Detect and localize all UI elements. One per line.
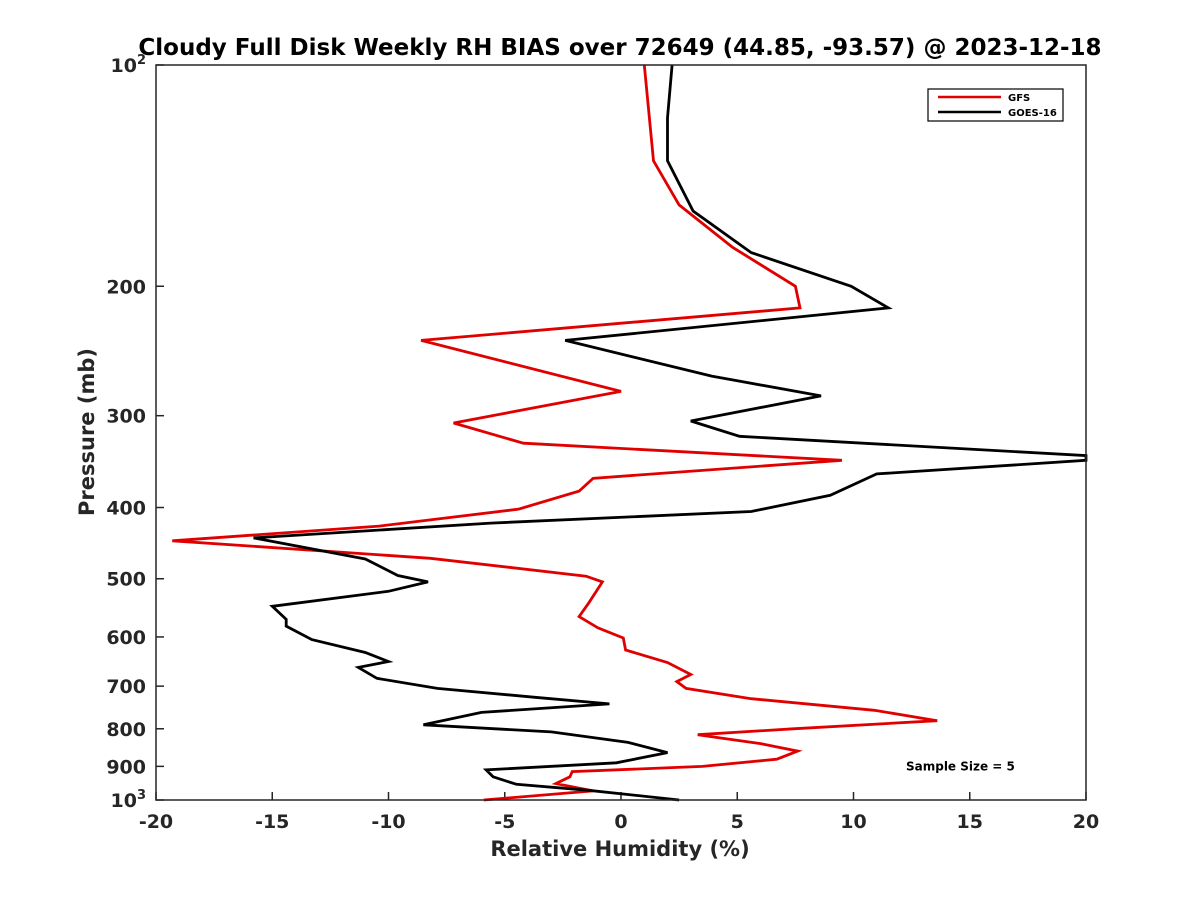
y-axis-label: Pressure (mb): [75, 348, 99, 516]
x-tick-label: -5: [494, 811, 515, 833]
series-line-goes-16: [253, 64, 1088, 802]
y-tick-base: 400: [106, 498, 146, 520]
y-tick-label: 103: [111, 788, 147, 812]
y-tick-exponent: 2: [137, 53, 146, 68]
x-tick-label: -15: [255, 811, 289, 833]
y-tick-exponent: 3: [137, 788, 146, 803]
y-tick-label: 800: [106, 719, 146, 741]
y-tick-base: 10: [111, 55, 137, 77]
x-axis-label: Relative Humidity (%): [490, 837, 749, 861]
y-tick-label: 200: [106, 276, 146, 298]
x-tick-label: -10: [371, 811, 405, 833]
y-tick-label: 102: [111, 53, 147, 77]
y-tick-base: 600: [106, 627, 146, 649]
x-tick-label: 10: [840, 811, 866, 833]
legend-label-goes16: GOES-16: [1008, 108, 1057, 119]
series-layer: [172, 64, 1088, 802]
y-tick-base: 800: [106, 719, 146, 741]
x-tick-label: 0: [614, 811, 627, 833]
legend-label-gfs: GFS: [1008, 93, 1030, 104]
x-axis-ticks: -20 -15 -10 -5 0 5 10 15 20: [139, 792, 1099, 833]
x-tick-label: 20: [1073, 811, 1099, 833]
y-tick-label: 600: [106, 627, 146, 649]
x-tick-label: -20: [139, 811, 173, 833]
y-tick-base: 10: [111, 790, 137, 812]
y-tick-label: 700: [106, 676, 146, 698]
y-tick-label: 900: [106, 756, 146, 778]
y-tick-label: 300: [106, 406, 146, 428]
x-tick-label: 5: [731, 811, 744, 833]
plot-frame: [155, 64, 1087, 801]
legend-box: [927, 88, 1064, 122]
y-tick-label: 500: [106, 569, 146, 591]
x-tick-label: 15: [957, 811, 983, 833]
y-tick-label: 400: [106, 498, 146, 520]
y-tick-base: 300: [106, 406, 146, 428]
sample-size-annotation: Sample Size = 5: [906, 759, 1015, 773]
y-tick-base: 700: [106, 676, 146, 698]
chart-title: Cloudy Full Disk Weekly RH BIAS over 726…: [138, 35, 1101, 61]
y-tick-base: 500: [106, 569, 146, 591]
legend: GFS GOES-16: [927, 88, 1064, 122]
y-tick-base: 900: [106, 756, 146, 778]
y-tick-base: 200: [106, 276, 146, 298]
series-line-gfs: [172, 64, 938, 802]
